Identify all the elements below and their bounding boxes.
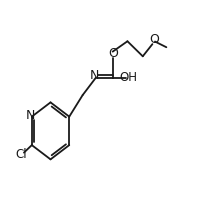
Text: O: O <box>108 47 118 60</box>
Text: Cl: Cl <box>16 149 27 162</box>
Text: O: O <box>149 33 159 46</box>
Text: N: N <box>90 70 99 83</box>
Text: OH: OH <box>120 71 138 84</box>
Text: N: N <box>26 109 35 122</box>
